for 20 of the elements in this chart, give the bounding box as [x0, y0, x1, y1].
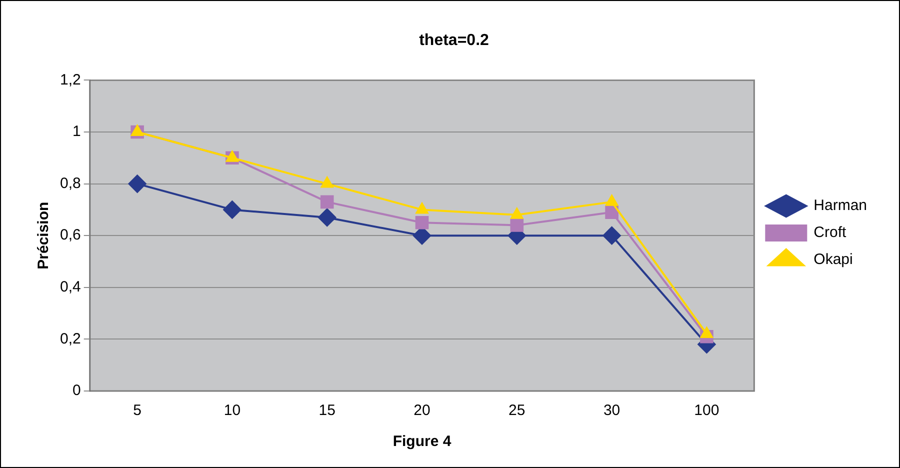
- y-tick-label: 0,2: [60, 330, 81, 348]
- y-tick-label: 0,6: [60, 226, 81, 244]
- x-tick-label: 15: [318, 402, 336, 420]
- x-tick-label: 5: [133, 402, 142, 420]
- x-axis-title: Figure 4: [392, 433, 452, 450]
- y-tick-label: 0: [72, 382, 81, 400]
- x-tick-label: 10: [224, 402, 241, 420]
- x-tick-label: 30: [603, 402, 620, 420]
- x-tick-label: 20: [414, 402, 430, 420]
- y-tick-label: 0,4: [60, 278, 81, 296]
- y-axis-title: Précision: [35, 202, 52, 270]
- y-tick-label: 1,2: [60, 71, 81, 88]
- legend-label: Okapi: [814, 251, 853, 268]
- y-tick-label: 0,8: [60, 174, 81, 192]
- legend-label: Harman: [814, 197, 868, 214]
- legend-label: Croft: [814, 224, 847, 242]
- y-tick-label: 1: [72, 123, 81, 140]
- x-tick-label: 25: [508, 402, 526, 420]
- chart-title: theta=0.2: [419, 32, 490, 50]
- x-tick-label: 100: [694, 402, 720, 420]
